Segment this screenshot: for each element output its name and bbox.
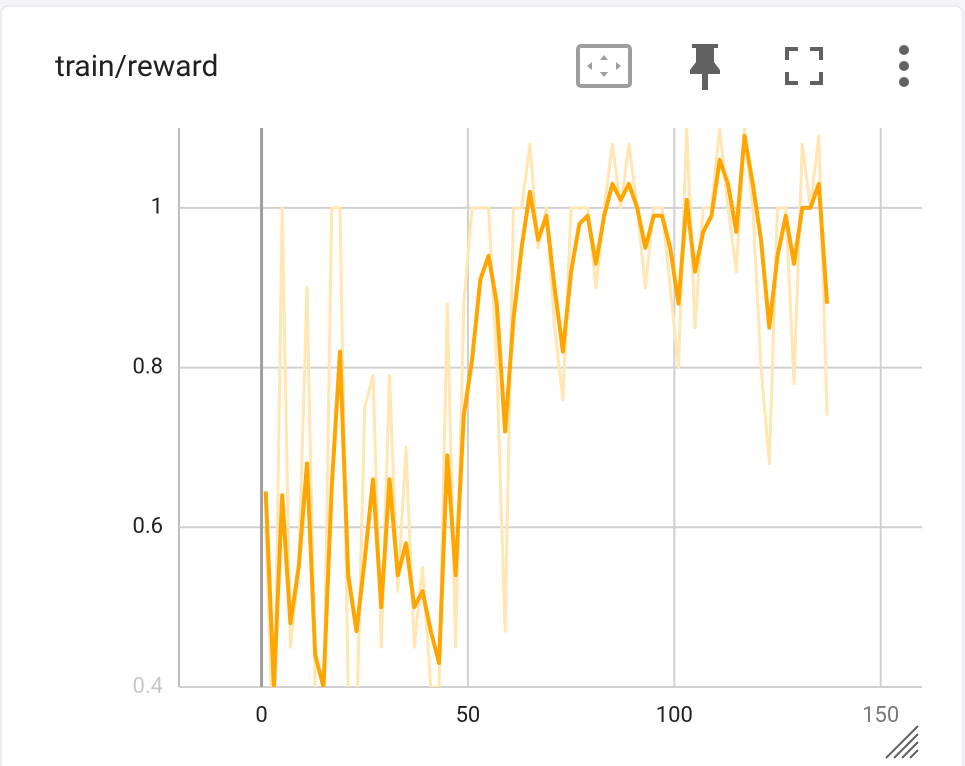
card-frame xyxy=(0,5,964,766)
x-tick-label: 150 xyxy=(862,703,899,728)
fit-domain-button[interactable] xyxy=(576,44,632,88)
x-tick-label: 0 xyxy=(255,703,267,728)
y-tick-label: 1 xyxy=(151,195,163,220)
pin-button[interactable] xyxy=(690,44,720,90)
card-title: train/reward xyxy=(55,49,218,84)
x-tick-label: 100 xyxy=(656,703,693,728)
more-menu-button[interactable] xyxy=(899,45,909,87)
series-line xyxy=(263,134,830,687)
y-tick-label: 0.8 xyxy=(132,354,163,379)
x-tick-label: 50 xyxy=(456,703,481,728)
fullscreen-button[interactable] xyxy=(785,47,823,85)
resize-handle[interactable] xyxy=(885,725,919,759)
y-tick-label: 0.6 xyxy=(132,514,163,539)
y-tick-label: 0.4 xyxy=(132,674,163,699)
